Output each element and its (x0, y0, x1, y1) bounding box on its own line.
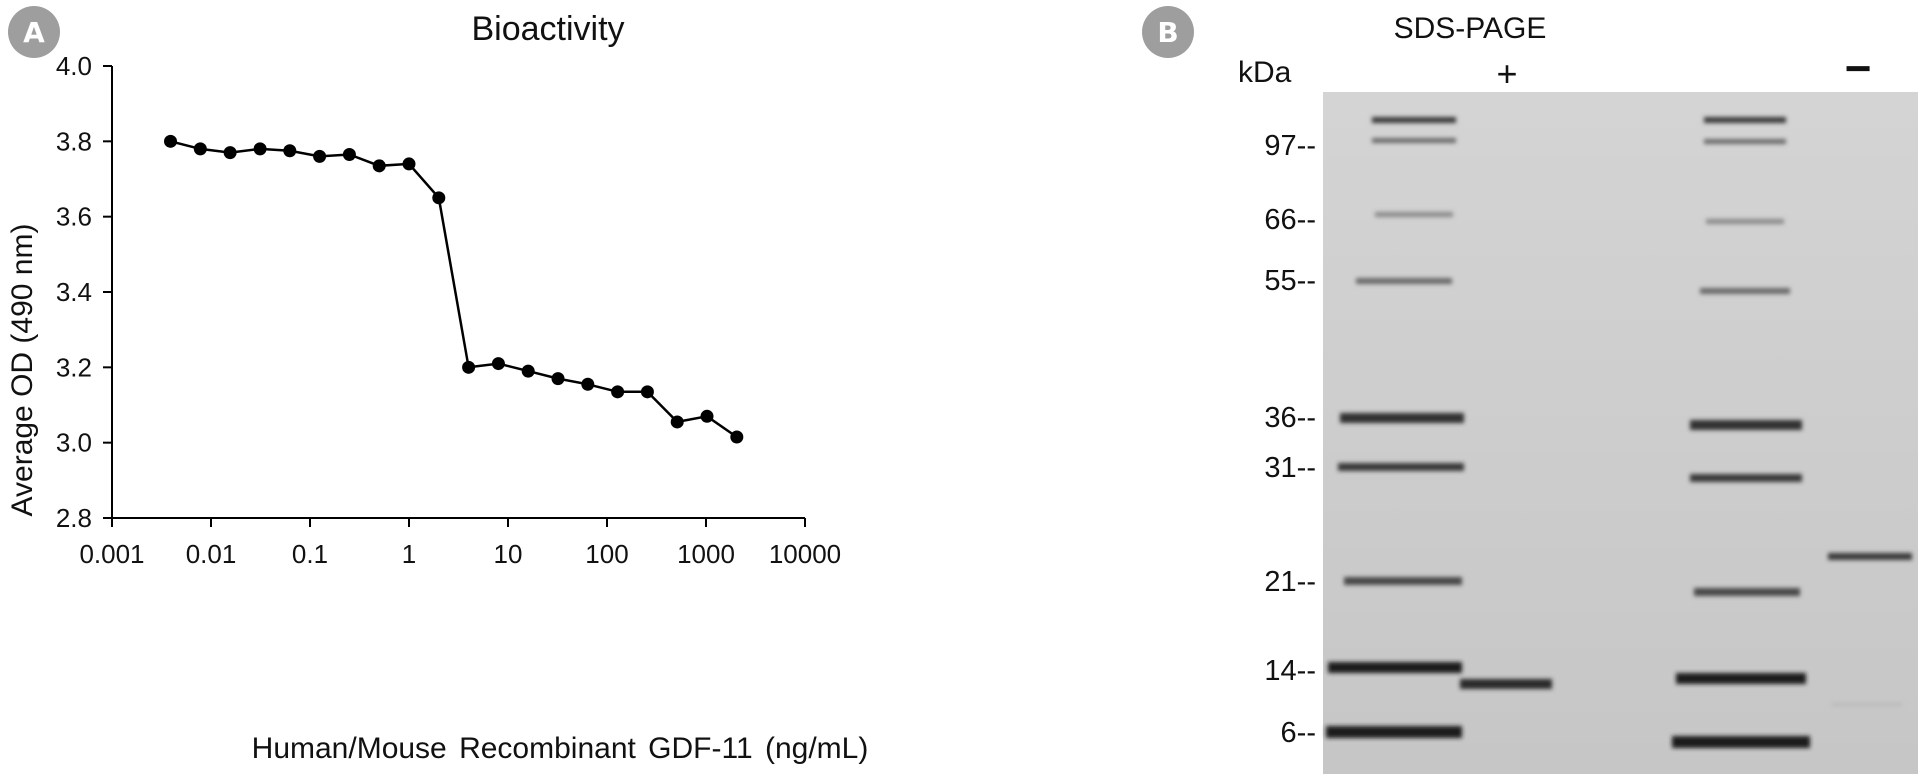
gel-band (1372, 138, 1456, 143)
x-tick-label: 0.001 (79, 539, 144, 569)
data-point (432, 191, 446, 205)
x-tick-label: 1 (402, 539, 416, 569)
x-tick-label: 1000 (677, 539, 735, 569)
ladder-lane-2 (1672, 117, 1810, 748)
data-point (283, 144, 297, 158)
marker-label: 97-- (1264, 130, 1316, 162)
bioactivity-chart: 2.8 3.0 3.2 3.4 3.6 3.8 4.0 0.001 0.01 0.1 1 10 100… (56, 51, 841, 569)
panel-a: A Bioactivity 2.8 3.0 3.2 3.4 3.6 3.8 4.0 0.00… (6, 6, 868, 765)
data-point (193, 142, 207, 156)
gel-band (1672, 736, 1810, 748)
gel-title: SDS-PAGE (1394, 12, 1547, 45)
data-point (640, 385, 654, 399)
data-point (462, 360, 476, 374)
x-axis-label: Human/Mouse Recombinant GDF-11 (ng/mL) (252, 732, 869, 765)
gel-band (1326, 726, 1462, 738)
gel-band (1690, 420, 1802, 430)
y-tick-label: 3.6 (56, 202, 92, 232)
marker-label: 36-- (1264, 402, 1316, 434)
gel-band (1676, 673, 1806, 684)
marker-label: 55-- (1264, 265, 1316, 297)
gel-band (1706, 219, 1784, 224)
gel-band (1704, 139, 1786, 144)
gel-band (1690, 474, 1802, 482)
data-point (670, 415, 684, 429)
data-point (372, 159, 386, 173)
sample-lane-minus (1828, 553, 1912, 706)
data-point (223, 146, 237, 160)
gel-band (1356, 278, 1452, 284)
gel-band (1694, 588, 1800, 596)
panel-b-badge (1142, 6, 1194, 58)
data-point (521, 364, 535, 378)
marker-label: 66-- (1264, 204, 1316, 236)
y-axis-label: Average OD (490 nm) (6, 224, 39, 517)
lane-plus-label: + (1496, 53, 1517, 94)
series-line (164, 134, 744, 444)
data-point (164, 134, 178, 148)
gel-band (1344, 577, 1462, 585)
ladder-lane-1 (1326, 117, 1464, 738)
data-point (700, 409, 714, 423)
y-tick-label: 3.2 (56, 352, 92, 382)
panel-b: B SDS-PAGE kDa + − 97-- 66-- 55-- 36-- 3… (1142, 6, 1918, 774)
data-point (313, 149, 327, 163)
x-tick-label: 0.01 (186, 539, 237, 569)
gel-band (1372, 117, 1456, 123)
y-tick-label: 2.8 (56, 503, 92, 533)
x-tick-label: 0.1 (292, 539, 328, 569)
gel-image (1323, 92, 1918, 774)
y-tick-label: 4.0 (56, 51, 92, 81)
y-tick-label: 3.8 (56, 126, 92, 156)
data-point (342, 148, 356, 162)
sample-lane-plus (1460, 679, 1552, 689)
y-tick-label: 3.0 (56, 428, 92, 458)
marker-label: 6-- (1281, 717, 1316, 749)
marker-label: 21-- (1264, 566, 1316, 598)
panel-a-badge (8, 6, 60, 58)
gel-band (1704, 117, 1786, 123)
panel-a-badge-label: A (23, 16, 45, 49)
data-point (581, 377, 595, 391)
gel-band (1700, 288, 1790, 294)
gel-band (1832, 703, 1902, 706)
marker-labels: 97-- 66-- 55-- 36-- 31-- 21-- 14-- 6-- (1264, 130, 1316, 749)
marker-label: 31-- (1264, 452, 1316, 484)
data-point (730, 430, 744, 444)
panel-b-badge-label: B (1157, 16, 1178, 49)
x-ticks: 0.001 0.01 0.1 1 10 100 1000 10000 (79, 518, 841, 569)
gel-band (1828, 553, 1912, 560)
lane-minus-label: − (1845, 42, 1872, 94)
data-point (253, 142, 267, 156)
gel-unit-label: kDa (1238, 56, 1292, 89)
gel-band (1460, 679, 1552, 689)
gel-band (1328, 662, 1462, 673)
x-tick-label: 100 (585, 539, 628, 569)
x-tick-label: 10 (494, 539, 523, 569)
data-point (491, 357, 505, 371)
y-tick-label: 3.4 (56, 277, 92, 307)
chart-title: Bioactivity (471, 10, 624, 48)
y-ticks: 2.8 3.0 3.2 3.4 3.6 3.8 4.0 (56, 51, 112, 533)
data-point (402, 157, 416, 171)
data-point (611, 385, 625, 399)
data-point (551, 372, 565, 386)
gel-band (1338, 463, 1464, 471)
gel-band (1340, 413, 1464, 423)
gel-band (1375, 212, 1453, 217)
x-tick-label: 10000 (769, 539, 841, 569)
marker-label: 14-- (1264, 655, 1316, 687)
